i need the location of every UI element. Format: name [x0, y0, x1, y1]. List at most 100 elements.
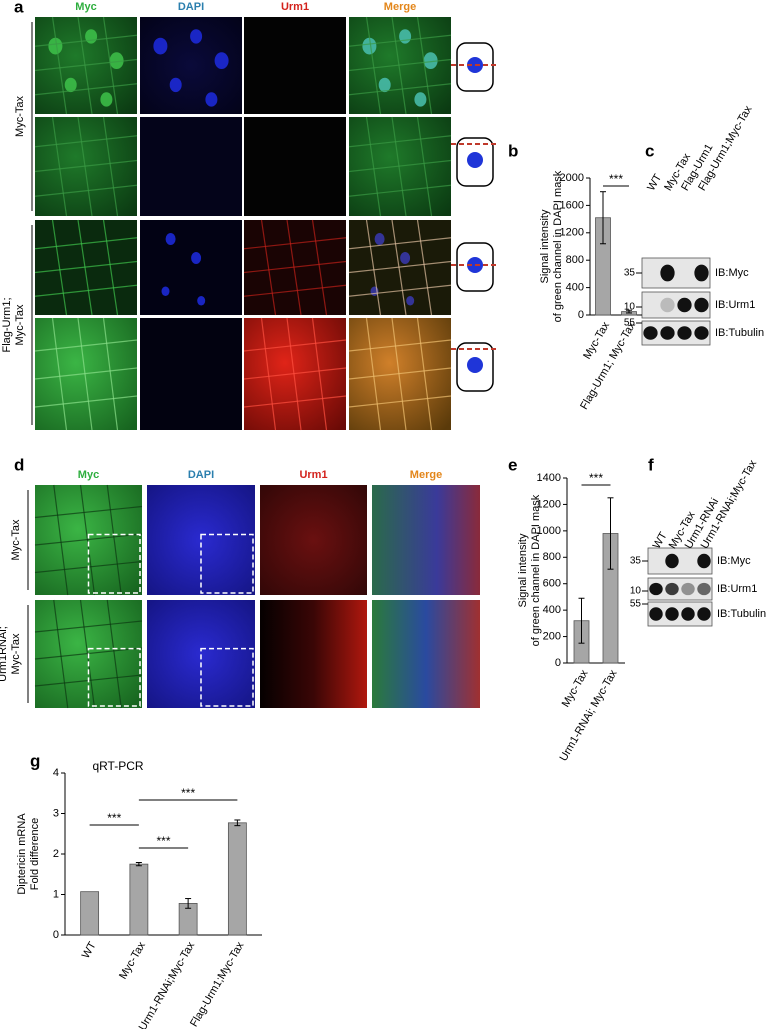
x-tick-label: Myc-Tax — [560, 668, 591, 710]
cell-outline — [260, 219, 277, 316]
significance-label: *** — [156, 834, 170, 848]
nucleus — [153, 37, 168, 55]
nucleus — [374, 233, 385, 245]
cell-outline — [34, 260, 138, 274]
y-tick-label: 2 — [53, 848, 59, 860]
micrograph — [260, 485, 367, 595]
micrograph — [372, 600, 480, 708]
panel-label: b — [508, 141, 518, 160]
micrograph — [147, 600, 255, 708]
cell-outline — [34, 159, 138, 173]
nucleus-schematic — [467, 357, 483, 373]
size-marker: 35 — [630, 556, 642, 567]
cell-outline — [34, 367, 138, 380]
y-tick-label: 800 — [566, 254, 584, 266]
y-tick-label: 1 — [53, 888, 59, 900]
cell-outline — [53, 599, 69, 709]
y-tick-label: 1400 — [537, 472, 561, 484]
size-marker: 55 — [624, 318, 636, 329]
channel-label: Myc — [75, 1, 96, 13]
cell-outline — [365, 219, 382, 316]
blot-label: IB:Myc — [717, 555, 751, 567]
size-marker: 10 — [624, 302, 636, 313]
panel-label: g — [30, 751, 40, 770]
cell-outline — [416, 317, 433, 431]
size-marker: 55 — [630, 599, 642, 610]
cell-outline — [243, 284, 347, 297]
cell-outline — [348, 237, 452, 250]
cell-outline — [348, 367, 452, 380]
panel-label: d — [14, 455, 24, 474]
cell-outline — [34, 505, 143, 519]
y-tick-label: 2000 — [560, 172, 584, 184]
cell-outline — [348, 34, 452, 47]
blot-band — [649, 582, 663, 596]
micrograph — [140, 318, 242, 430]
y-tick-label: 1200 — [560, 227, 584, 239]
nucleus — [406, 295, 415, 306]
micrograph — [244, 117, 346, 216]
blot-band — [665, 553, 679, 569]
y-axis-label: Fold difference — [29, 818, 41, 891]
cell-outline — [34, 184, 138, 197]
nucleus — [362, 37, 377, 55]
blot-label: IB:Urm1 — [715, 299, 755, 311]
x-tick-label: Flag-Urm1; Myc-Tax — [578, 320, 638, 412]
cell-outline — [365, 16, 382, 115]
cell-outline — [34, 533, 143, 546]
blot-band — [677, 326, 692, 340]
row-label: Myc-Tax — [14, 96, 26, 137]
cell-outline — [51, 317, 68, 431]
micrograph — [140, 117, 242, 216]
cell-outline — [34, 34, 138, 47]
y-tick-label: 1200 — [537, 498, 561, 510]
nucleus — [169, 77, 182, 93]
y-axis-label: of green channel in DAPI mask — [530, 494, 542, 646]
channel-label: Urm1 — [281, 1, 309, 13]
nucleus — [205, 92, 218, 107]
cell-outline — [348, 184, 452, 197]
cell-outline — [53, 484, 69, 596]
nucleus — [197, 295, 206, 306]
cell-outline — [365, 317, 382, 431]
nucleus — [423, 52, 438, 70]
blot-label: IB:Tubulin — [717, 608, 766, 620]
cell-outline — [416, 116, 433, 217]
blot-band — [643, 326, 658, 340]
bar — [227, 822, 247, 936]
western-blots — [641, 257, 713, 627]
blot-band — [660, 297, 675, 313]
y-axis-label: Diptericin mRNA — [16, 813, 28, 895]
blot-label: IB:Myc — [715, 267, 749, 279]
nucleus — [48, 37, 63, 55]
blot-band — [697, 553, 711, 569]
y-tick-label: 800 — [543, 551, 561, 563]
cell-outline — [416, 16, 433, 115]
cell-outline — [243, 260, 347, 274]
nucleus — [190, 29, 203, 44]
inset-box — [200, 647, 254, 707]
cell-outline — [243, 395, 347, 408]
y-tick-label: 1600 — [560, 199, 584, 211]
significance-label: *** — [181, 786, 195, 800]
row-label: Flag-Urm1; — [1, 297, 13, 352]
cell-outline — [51, 116, 68, 217]
y-axis-label: Signal intensity — [539, 209, 551, 283]
channel-label: DAPI — [178, 1, 204, 13]
nucleus — [85, 29, 98, 44]
blot-band — [694, 297, 709, 313]
y-tick-label: 4 — [53, 767, 59, 779]
cell-outline — [416, 219, 433, 316]
blot-band — [694, 264, 709, 282]
blot-band — [697, 582, 711, 596]
nucleus — [378, 77, 391, 93]
cell-outline — [260, 317, 277, 431]
bar — [80, 891, 100, 936]
nucleus — [64, 77, 77, 93]
nucleus — [414, 92, 427, 107]
significance-label: *** — [107, 811, 121, 825]
x-tick-label: Urm1-RNAi;Myc-Tax — [137, 940, 198, 1029]
cell-outline — [102, 16, 119, 115]
cell-outline — [348, 284, 452, 297]
